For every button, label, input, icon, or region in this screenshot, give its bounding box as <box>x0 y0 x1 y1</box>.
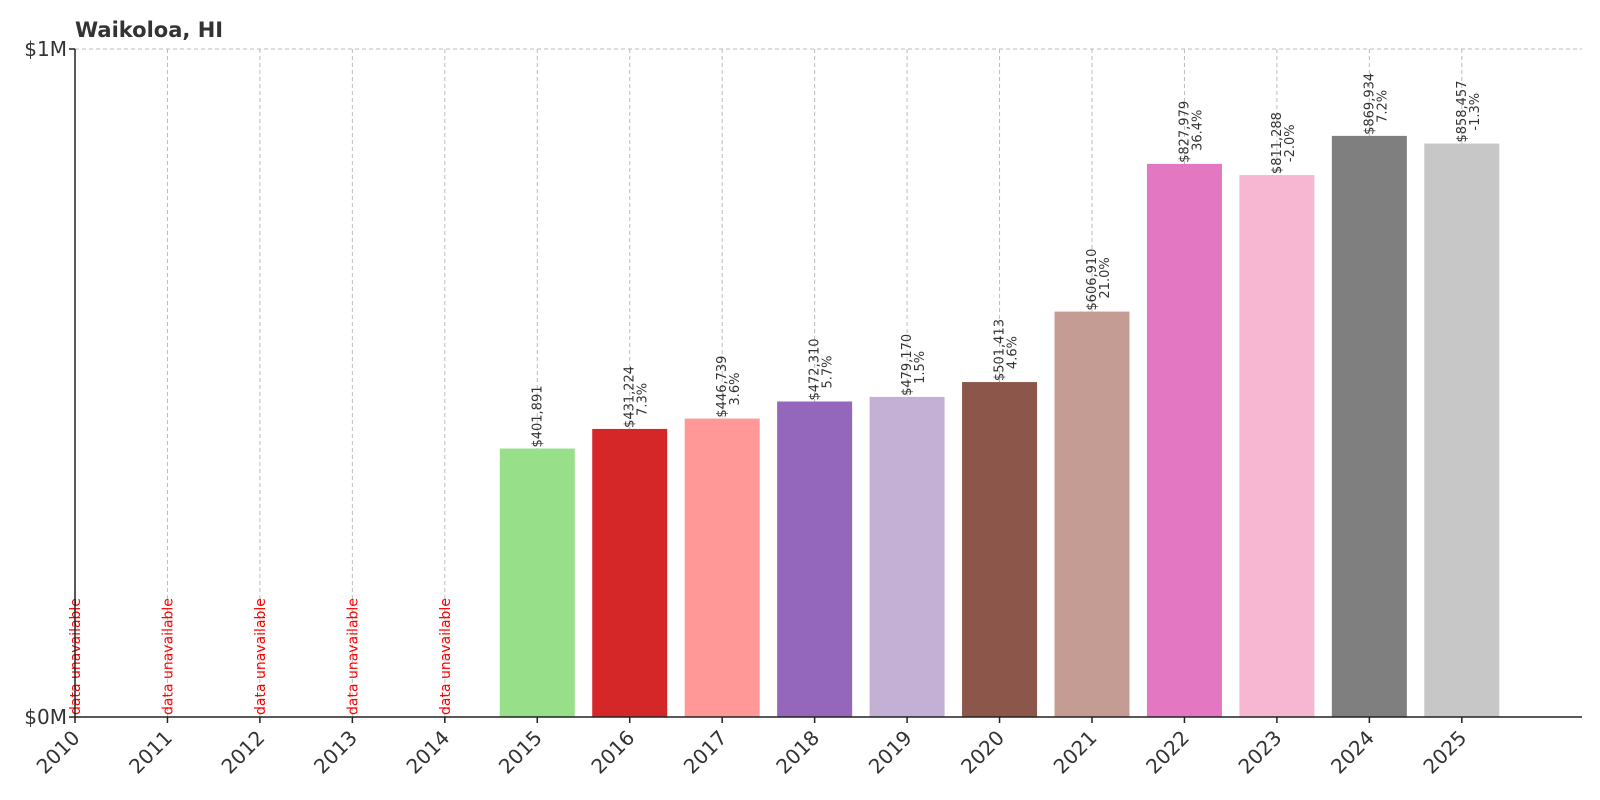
bar-value-label: $401,891 <box>530 386 545 448</box>
bars <box>499 135 1500 717</box>
bar-2015 <box>499 448 575 717</box>
bar-2025 <box>1424 143 1500 717</box>
x-tick-label: 2025 <box>1418 726 1471 779</box>
bar-change-label: 1.5% <box>913 351 928 384</box>
x-tick-label: 2020 <box>956 726 1009 779</box>
x-tick-label: 2024 <box>1326 726 1379 779</box>
bar-value-label: $827,979 <box>1177 101 1192 163</box>
bar-change-label: -2.0% <box>1283 124 1298 162</box>
bar-value-label: $446,739 <box>715 356 730 418</box>
bar-value-label: $431,224 <box>623 366 638 428</box>
bar-2018 <box>777 401 853 717</box>
bar-change-label: 5.7% <box>821 355 836 388</box>
axes <box>74 49 1582 718</box>
x-tick-label: 2011 <box>124 726 177 779</box>
bar-value-label: $606,910 <box>1085 249 1100 311</box>
bar-value-label: $472,310 <box>808 338 823 400</box>
data-unavailable-label: data unavailable <box>68 598 84 715</box>
bar-2016 <box>592 428 668 717</box>
bar-labels: data unavailable data unavailable data una… <box>68 73 1483 715</box>
bar-value-label: $811,288 <box>1270 112 1285 174</box>
data-unavailable-label: data unavailable <box>345 598 361 715</box>
bar-2019 <box>869 396 945 717</box>
bar-change-label: 4.6% <box>1006 336 1021 369</box>
x-tick-label: 2010 <box>32 726 85 779</box>
x-tick-label: 2014 <box>401 726 454 779</box>
bar-value-label: $869,934 <box>1362 73 1377 135</box>
bar-2022 <box>1146 163 1222 717</box>
x-tick-label: 2022 <box>1141 726 1194 779</box>
bar-change-label: -1.3% <box>1468 93 1483 131</box>
bar-value-label: $501,413 <box>993 319 1008 381</box>
data-unavailable-label: data unavailable <box>253 598 269 715</box>
x-tick-label: 2012 <box>216 726 269 779</box>
chart-title: Waikoloa, HI <box>75 18 223 42</box>
bar-2024 <box>1331 135 1407 717</box>
bar-value-label: $479,170 <box>900 334 915 396</box>
x-tick-label: 2017 <box>679 726 732 779</box>
x-tick-label: 2016 <box>586 726 639 779</box>
bar-2017 <box>684 418 760 717</box>
data-unavailable-label: data unavailable <box>160 598 176 715</box>
bar-change-label: 3.6% <box>728 373 743 406</box>
bar-2020 <box>962 382 1038 717</box>
bar-change-label: 36.4% <box>1190 110 1205 151</box>
bar-change-label: 7.3% <box>636 383 651 416</box>
data-unavailable-label: data unavailable <box>438 598 454 715</box>
x-tick-label: 2021 <box>1049 726 1102 779</box>
x-tick-label: 2019 <box>864 726 917 779</box>
bar-value-label: $858,457 <box>1455 81 1470 143</box>
x-tick-label: 2023 <box>1233 726 1286 779</box>
bar-change-label: 7.2% <box>1375 90 1390 123</box>
y-tick-label: $1M <box>24 37 67 61</box>
y-tick-label: $0M <box>24 705 67 729</box>
bar-2021 <box>1054 311 1130 717</box>
bar-change-label: 21.0% <box>1098 257 1113 298</box>
x-axis-ticks: 2010 2011 2012 2013 2014 2015 2016 2017 2018 2019… <box>32 717 1471 779</box>
bar-2023 <box>1239 175 1315 717</box>
y-axis-ticks: $0M $1M <box>24 37 75 729</box>
x-tick-label: 2015 <box>494 726 547 779</box>
x-tick-label: 2018 <box>771 726 824 779</box>
x-tick-label: 2013 <box>309 726 362 779</box>
